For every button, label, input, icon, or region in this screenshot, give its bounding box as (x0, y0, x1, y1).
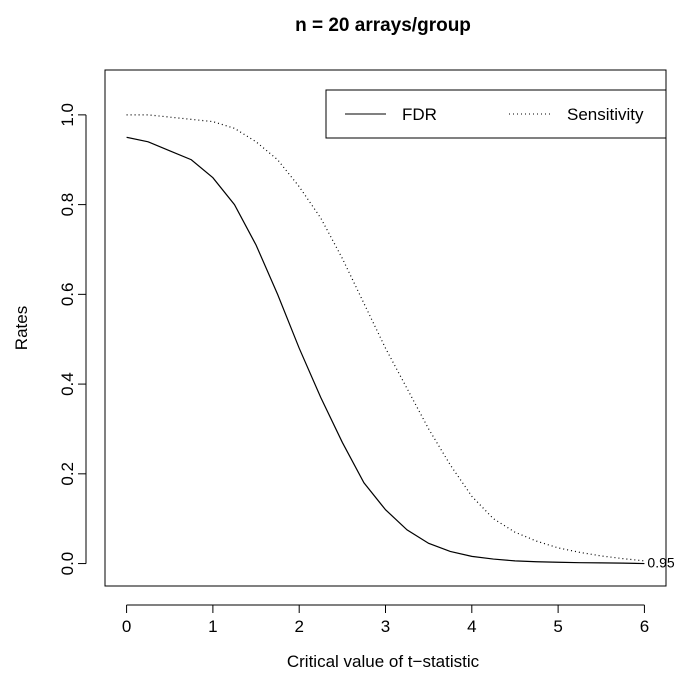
legend-sensitivity-label: Sensitivity (567, 105, 644, 124)
series-sensitivity-line (126, 114, 645, 562)
y-tick-label: 0.6 (58, 283, 77, 307)
x-tick-label: 3 (381, 617, 390, 636)
x-tick-label: 2 (294, 617, 303, 636)
y-axis-label: Rates (12, 306, 31, 350)
y-tick-label: 0.4 (58, 372, 77, 396)
series-fdr-line (126, 136, 645, 565)
x-tick-label: 5 (553, 617, 562, 636)
x-tick-label: 1 (208, 617, 217, 636)
series-layer (126, 114, 645, 565)
chart-title: n = 20 arrays/group (295, 15, 471, 36)
x-tick-label: 4 (467, 617, 476, 636)
y-tick-label: 0.2 (58, 462, 77, 486)
end-annotation: 0.95 (647, 554, 674, 570)
x-axis-label: Critical value of t−statistic (287, 652, 480, 671)
axes: 0 1 2 3 4 5 6 0.0 0.2 0.4 0.6 0.8 1.0 (58, 103, 649, 636)
legend: FDR Sensitivity (325, 89, 667, 139)
x-tick-label: 0 (122, 617, 131, 636)
x-tick-label: 6 (640, 617, 649, 636)
y-tick-label: 0.8 (58, 193, 77, 217)
y-tick-label: 0.0 (58, 552, 77, 576)
plot-frame (104, 69, 667, 587)
y-tick-label: 1.0 (58, 103, 77, 127)
legend-fdr-label: FDR (402, 105, 437, 124)
